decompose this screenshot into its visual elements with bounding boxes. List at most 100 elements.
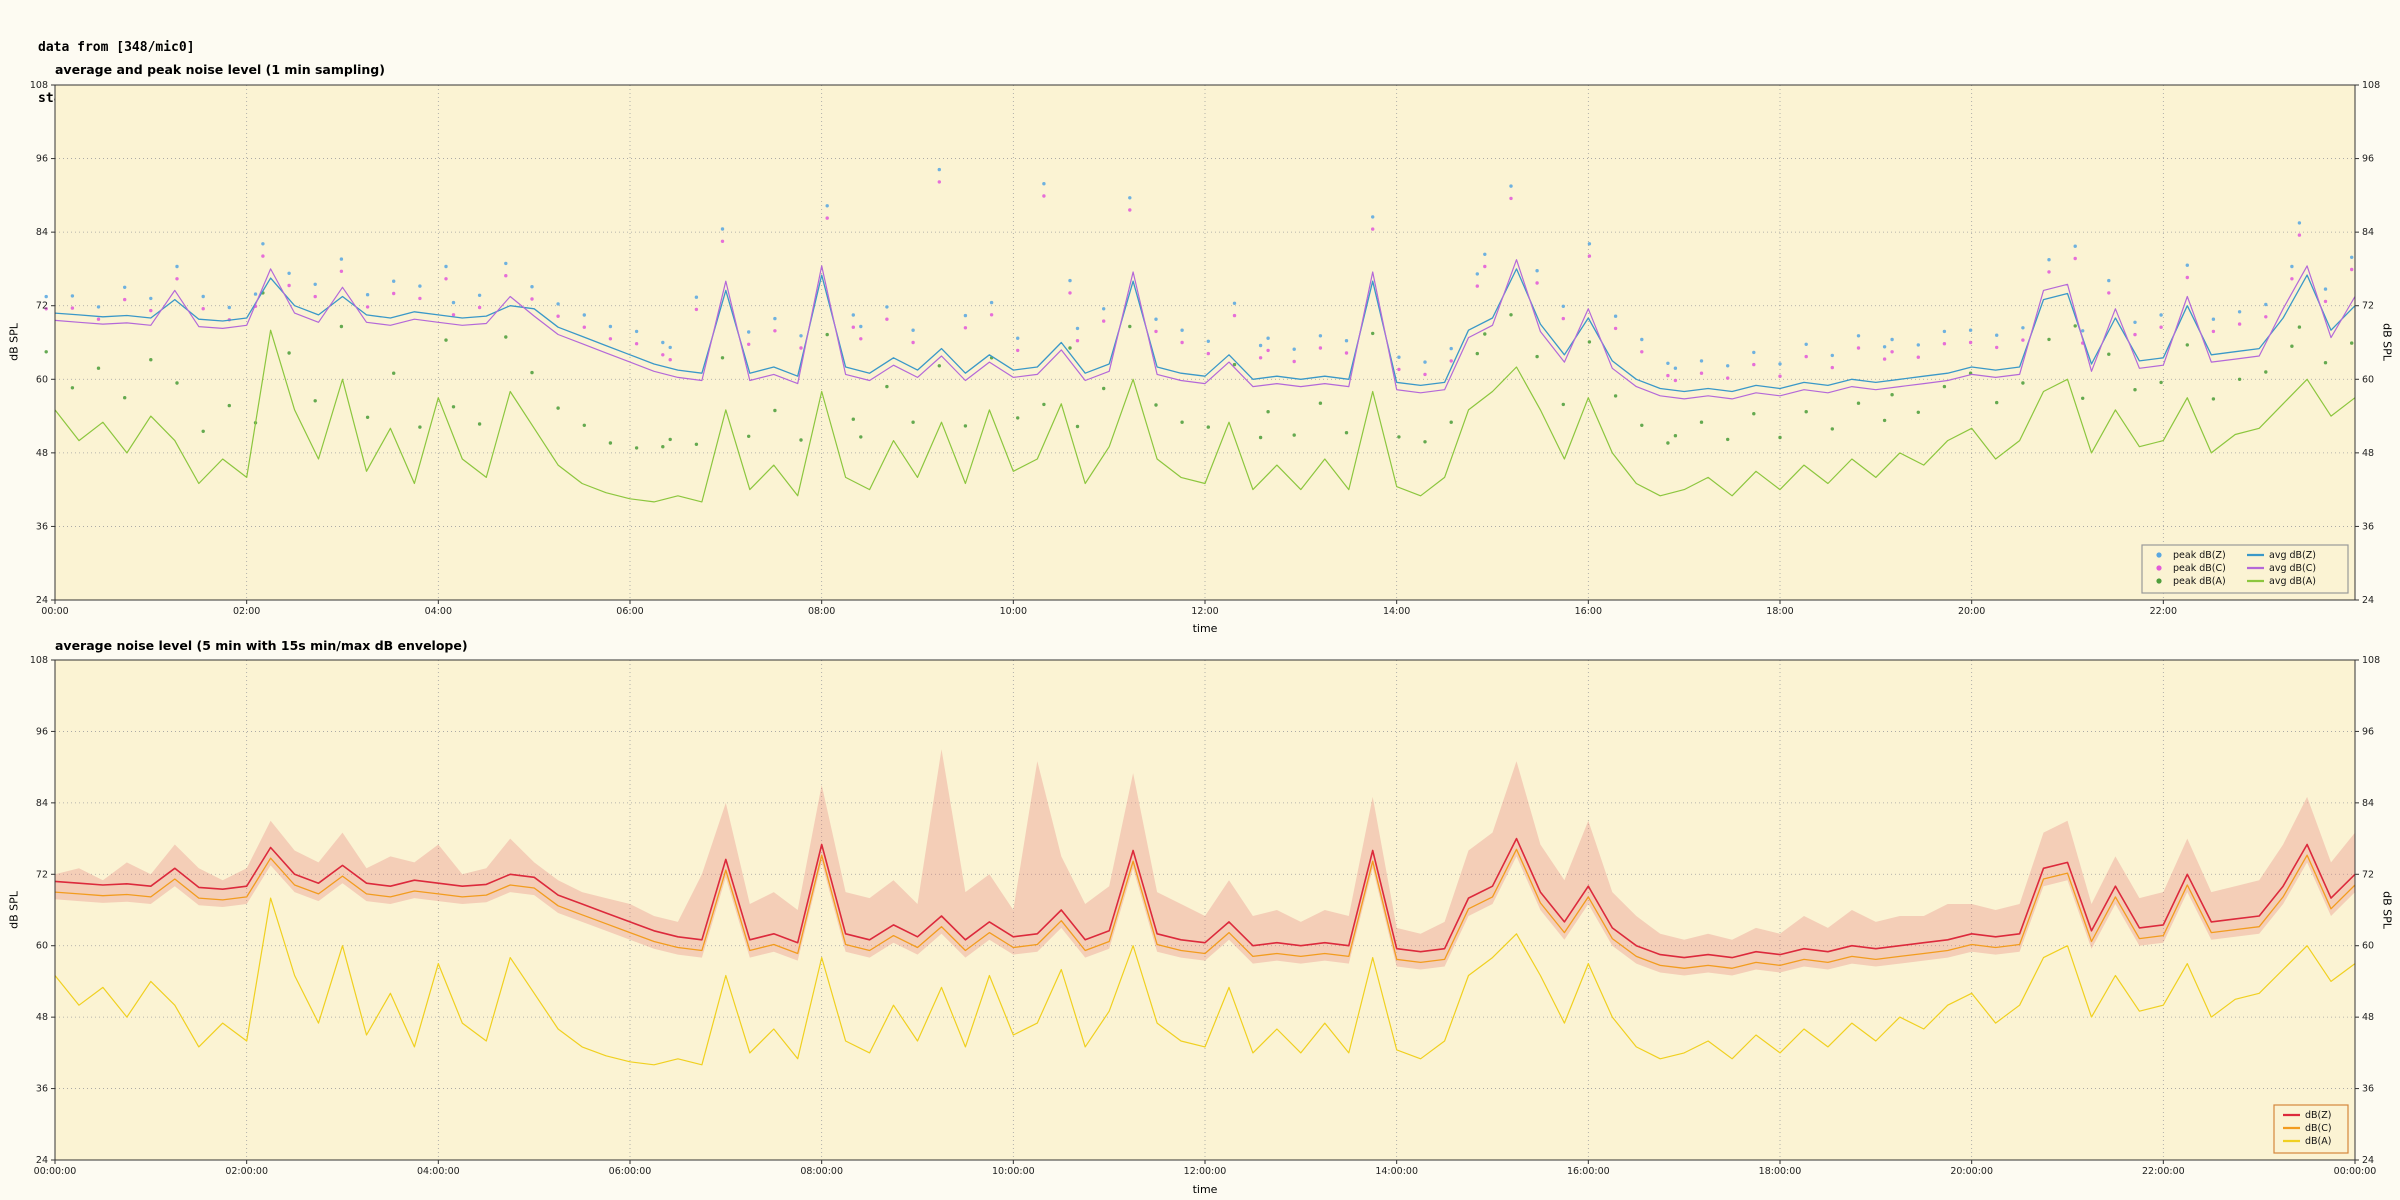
svg-text:dB(Z): dB(Z) — [2305, 1110, 2331, 1121]
svg-text:60: 60 — [2362, 374, 2374, 385]
svg-text:84: 84 — [2362, 798, 2374, 809]
svg-text:84: 84 — [2362, 227, 2374, 238]
svg-text:108: 108 — [30, 655, 48, 666]
chart2-legend: dB(Z) dB(C) dB(A) — [2273, 1104, 2349, 1154]
series-peak-db-a — [44, 291, 2354, 450]
svg-text:02:00: 02:00 — [233, 606, 260, 617]
legend-item-avg-db-c: avg dB(C) — [2247, 563, 2316, 574]
svg-text:48: 48 — [2362, 1012, 2374, 1023]
svg-text:18:00: 18:00 — [1766, 606, 1793, 617]
svg-text:22:00:00: 22:00:00 — [2142, 1166, 2185, 1177]
svg-text:108: 108 — [2362, 80, 2380, 91]
header-line1: data from [348/mic0] — [38, 40, 195, 55]
svg-text:24: 24 — [36, 1155, 48, 1166]
svg-text:00:00: 00:00 — [41, 606, 68, 617]
svg-text:60: 60 — [2362, 941, 2374, 952]
y-axis-right: 24 36 48 60 72 84 96 108 — [2355, 655, 2380, 1166]
svg-text:36: 36 — [2362, 521, 2374, 532]
svg-text:avg dB(Z): avg dB(Z) — [2269, 550, 2316, 561]
svg-text:18:00:00: 18:00:00 — [1759, 1166, 1802, 1177]
svg-text:00:00:00: 00:00:00 — [2334, 1166, 2377, 1177]
svg-text:dB(C): dB(C) — [2305, 1123, 2332, 1134]
series-avg-db-c — [54, 259, 2356, 400]
svg-text:36: 36 — [36, 521, 48, 532]
svg-text:10:00: 10:00 — [1000, 606, 1027, 617]
svg-text:avg dB(A): avg dB(A) — [2269, 576, 2316, 587]
svg-text:48: 48 — [36, 1012, 48, 1023]
series-avg-db-a — [54, 329, 2356, 503]
chart1-legend: peak dB(Z) peak dB(C) peak dB(A) avg dB(Z) a… — [2141, 544, 2349, 594]
x-axis: 00:00 02:00 04:00 06:00 08:00 10:00 12:00 14:00… — [41, 600, 2177, 617]
series-min-max-envelope — [55, 749, 2355, 976]
legend-item-db-a: dB(A) — [2283, 1136, 2331, 1147]
svg-text:08:00:00: 08:00:00 — [800, 1166, 843, 1177]
svg-text:20:00: 20:00 — [1958, 606, 1985, 617]
svg-text:96: 96 — [2362, 154, 2374, 165]
svg-text:60: 60 — [36, 941, 48, 952]
svg-text:08:00: 08:00 — [808, 606, 835, 617]
plot-background — [55, 85, 2355, 600]
svg-text:16:00:00: 16:00:00 — [1567, 1166, 1610, 1177]
svg-text:36: 36 — [36, 1084, 48, 1095]
chart1-title: average and peak noise level (1 min samp… — [55, 62, 385, 77]
svg-text:14:00:00: 14:00:00 — [1375, 1166, 1418, 1177]
y-axis-right: 24 36 48 60 72 84 96 108 — [2355, 80, 2380, 606]
chart2-xlabel: time — [1192, 1183, 1218, 1196]
svg-text:02:00:00: 02:00:00 — [225, 1166, 268, 1177]
svg-text:avg dB(C): avg dB(C) — [2269, 563, 2316, 574]
legend-item-avg-db-z: avg dB(Z) — [2247, 550, 2316, 561]
svg-text:22:00: 22:00 — [2150, 606, 2177, 617]
svg-text:96: 96 — [36, 154, 48, 165]
svg-text:12:00:00: 12:00:00 — [1184, 1166, 1227, 1177]
svg-text:dB(A): dB(A) — [2305, 1136, 2331, 1147]
svg-text:72: 72 — [2362, 869, 2374, 880]
svg-text:14:00: 14:00 — [1383, 606, 1410, 617]
svg-text:96: 96 — [36, 726, 48, 737]
svg-text:96: 96 — [2362, 726, 2374, 737]
series-peak-db-z — [44, 167, 2354, 370]
chart2-title: average noise level (5 min with 15s min/… — [55, 638, 468, 653]
svg-text:06:00: 06:00 — [616, 606, 643, 617]
svg-text:10:00:00: 10:00:00 — [992, 1166, 1035, 1177]
svg-text:84: 84 — [36, 798, 48, 809]
legend-item-avg-db-a: avg dB(A) — [2247, 576, 2316, 587]
svg-text:36: 36 — [2362, 1084, 2374, 1095]
svg-text:72: 72 — [2362, 301, 2374, 312]
y-axis-left: 24 36 48 60 72 84 96 108 — [30, 655, 55, 1166]
svg-text:108: 108 — [30, 80, 48, 91]
svg-text:24: 24 — [2362, 595, 2374, 606]
legend-item-peak-db-c: peak dB(C) — [2156, 563, 2226, 574]
chart1-xlabel: time — [1192, 622, 1218, 635]
svg-text:20:00:00: 20:00:00 — [1950, 1166, 1993, 1177]
legend-item-db-c: dB(C) — [2283, 1123, 2332, 1134]
series-db-c — [54, 848, 2356, 969]
svg-text:108: 108 — [2362, 655, 2380, 666]
svg-text:00:00:00: 00:00:00 — [34, 1166, 77, 1177]
svg-text:peak dB(Z): peak dB(Z) — [2173, 550, 2226, 561]
y-axis-left: 24 36 48 60 72 84 96 108 — [30, 80, 55, 606]
legend-item-db-z: dB(Z) — [2283, 1110, 2331, 1121]
x-axis: 00:00:00 02:00:00 04:00:00 06:00:00 08:00:00… — [34, 1160, 2377, 1177]
series-avg-db-z — [54, 268, 2356, 393]
svg-text:60: 60 — [36, 374, 48, 385]
chart2-plot: 24 36 48 60 72 84 96 108 24 36 48 60 72 84 96 108 00:00:… — [30, 655, 2380, 1177]
svg-text:84: 84 — [36, 227, 48, 238]
svg-text:12:00: 12:00 — [1191, 606, 1218, 617]
series-db-a — [54, 897, 2356, 1066]
svg-text:16:00: 16:00 — [1575, 606, 1602, 617]
svg-text:04:00: 04:00 — [425, 606, 452, 617]
svg-text:72: 72 — [36, 301, 48, 312]
svg-text:peak dB(C): peak dB(C) — [2173, 563, 2226, 574]
series-db-z — [54, 837, 2356, 959]
svg-text:24: 24 — [36, 595, 48, 606]
svg-text:72: 72 — [36, 869, 48, 880]
svg-text:24: 24 — [2362, 1155, 2374, 1166]
svg-text:48: 48 — [36, 448, 48, 459]
legend-item-peak-db-a: peak dB(A) — [2156, 576, 2226, 587]
svg-text:04:00:00: 04:00:00 — [417, 1166, 460, 1177]
legend-item-peak-db-z: peak dB(Z) — [2156, 550, 2226, 561]
svg-text:06:00:00: 06:00:00 — [609, 1166, 652, 1177]
svg-text:peak dB(A): peak dB(A) — [2173, 576, 2226, 587]
